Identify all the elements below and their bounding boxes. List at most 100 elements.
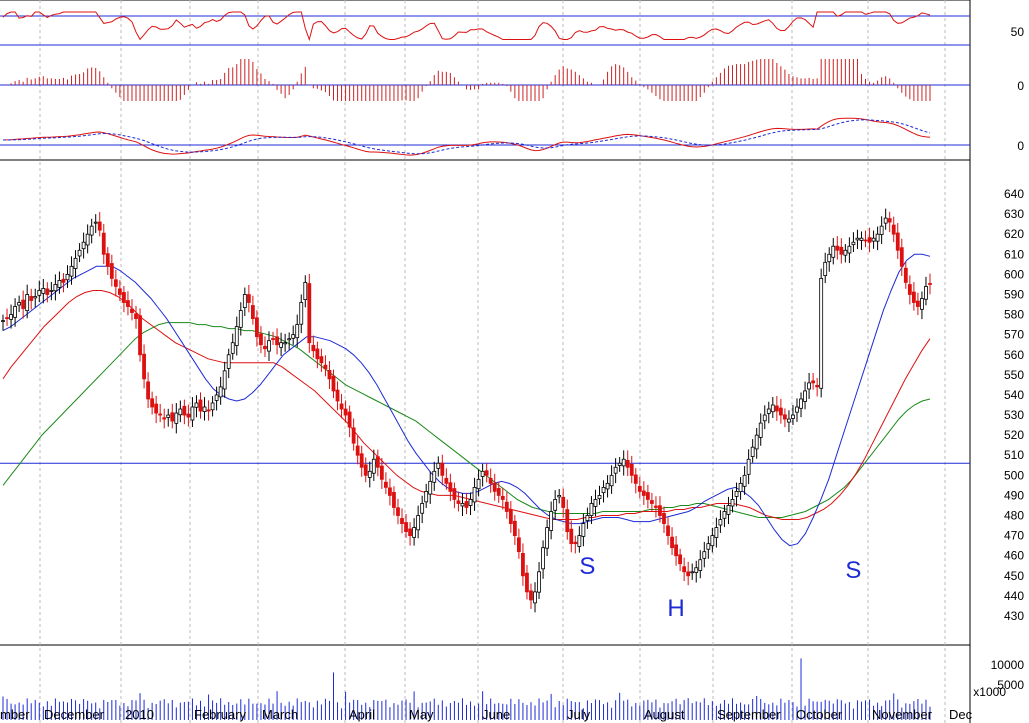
candle-body xyxy=(851,241,856,246)
candle-body xyxy=(549,511,554,531)
candle-body xyxy=(508,509,513,524)
candle-body xyxy=(916,300,920,307)
candle-body xyxy=(730,499,735,507)
candle-body xyxy=(674,544,678,557)
candle-body xyxy=(734,491,739,497)
candle-body xyxy=(113,279,118,287)
candle-body xyxy=(363,464,368,476)
candle-body xyxy=(41,288,46,294)
candle-body xyxy=(206,409,211,412)
candle-body xyxy=(726,505,731,515)
month-label: December xyxy=(44,707,105,722)
candle-body xyxy=(355,445,360,456)
candle-body xyxy=(581,523,586,537)
volume-unit-label: x1000 xyxy=(973,685,1006,699)
candle-body xyxy=(803,390,807,402)
price-tick-label: 550 xyxy=(1004,368,1024,382)
candle-body xyxy=(186,413,191,418)
candle-body xyxy=(432,470,437,483)
candle-body xyxy=(706,543,711,550)
price-tick-label: 640 xyxy=(1004,187,1024,201)
candle-body xyxy=(295,324,300,339)
candle-body xyxy=(319,356,324,364)
price-tick-label: 520 xyxy=(1004,428,1024,442)
candle-body xyxy=(710,535,715,547)
month-label: November xyxy=(872,707,933,722)
candle-body xyxy=(259,333,263,346)
candle-body xyxy=(400,518,404,524)
candle-body xyxy=(609,474,614,487)
candle-body xyxy=(831,245,836,258)
candle-body xyxy=(662,512,666,524)
candle-body xyxy=(267,340,271,352)
candle-body xyxy=(17,302,22,306)
candle-body xyxy=(593,499,598,507)
candle-body xyxy=(101,232,106,255)
candle-body xyxy=(585,515,590,521)
pattern-label: S xyxy=(845,557,861,584)
candle-body xyxy=(5,317,9,320)
candle-body xyxy=(537,571,541,593)
price-tick-label: 510 xyxy=(1004,448,1024,462)
month-label: April xyxy=(349,707,375,722)
month-label: February xyxy=(194,707,247,722)
candle-body xyxy=(65,273,70,281)
candle-body xyxy=(516,537,521,553)
candle-body xyxy=(738,482,743,493)
candle-body xyxy=(351,427,356,444)
candle-body xyxy=(436,462,441,469)
candle-body xyxy=(190,406,195,421)
month-gridlines xyxy=(39,0,946,723)
candle-body xyxy=(597,495,602,500)
price-tick-label: 490 xyxy=(1004,488,1024,502)
candle-body xyxy=(428,480,433,495)
candle-body xyxy=(33,296,38,299)
candle-body xyxy=(480,470,485,477)
volume-panel xyxy=(2,658,931,720)
candle-body xyxy=(45,288,50,295)
candle-body xyxy=(93,221,98,224)
price-tick-label: 440 xyxy=(1004,589,1024,603)
candle-body xyxy=(573,541,578,545)
candle-body xyxy=(158,413,163,416)
candle-body xyxy=(521,553,525,577)
candle-body xyxy=(787,418,791,423)
candle-body xyxy=(529,590,533,601)
candle-body xyxy=(633,474,638,484)
rsi-tick-label: 50 xyxy=(1011,25,1025,39)
candle-body xyxy=(770,404,775,413)
candle-body xyxy=(122,292,126,303)
macd-signal-line xyxy=(3,119,931,155)
candle-body xyxy=(472,486,477,503)
candle-body xyxy=(625,460,630,468)
candle-body xyxy=(416,515,421,531)
candle-body xyxy=(238,310,243,328)
candle-body xyxy=(178,408,183,416)
candle-body xyxy=(722,511,727,519)
price-tick-label: 540 xyxy=(1004,388,1024,402)
pattern-label: S xyxy=(579,553,595,580)
candle-body xyxy=(883,217,888,224)
candle-body xyxy=(819,277,824,389)
candle-body xyxy=(601,486,606,494)
candle-body xyxy=(690,571,695,574)
candle-body xyxy=(420,503,425,514)
candle-body xyxy=(359,453,364,468)
candle-body xyxy=(577,535,582,547)
candle-body xyxy=(379,465,384,480)
candle-body xyxy=(456,500,461,504)
candle-body xyxy=(29,295,34,301)
candle-body xyxy=(815,384,820,388)
candle-body xyxy=(275,336,279,346)
candle-body xyxy=(605,482,610,490)
macd-tick-label: 0 xyxy=(1017,139,1024,153)
candle-body xyxy=(617,462,622,466)
month-label: Dec xyxy=(949,707,973,722)
candle-body xyxy=(774,405,779,412)
candle-body xyxy=(440,462,445,476)
price-tick-label: 560 xyxy=(1004,348,1024,362)
candle-body xyxy=(823,261,828,276)
candle-body xyxy=(142,353,146,380)
candle-body xyxy=(928,283,932,285)
candle-body xyxy=(666,525,670,537)
